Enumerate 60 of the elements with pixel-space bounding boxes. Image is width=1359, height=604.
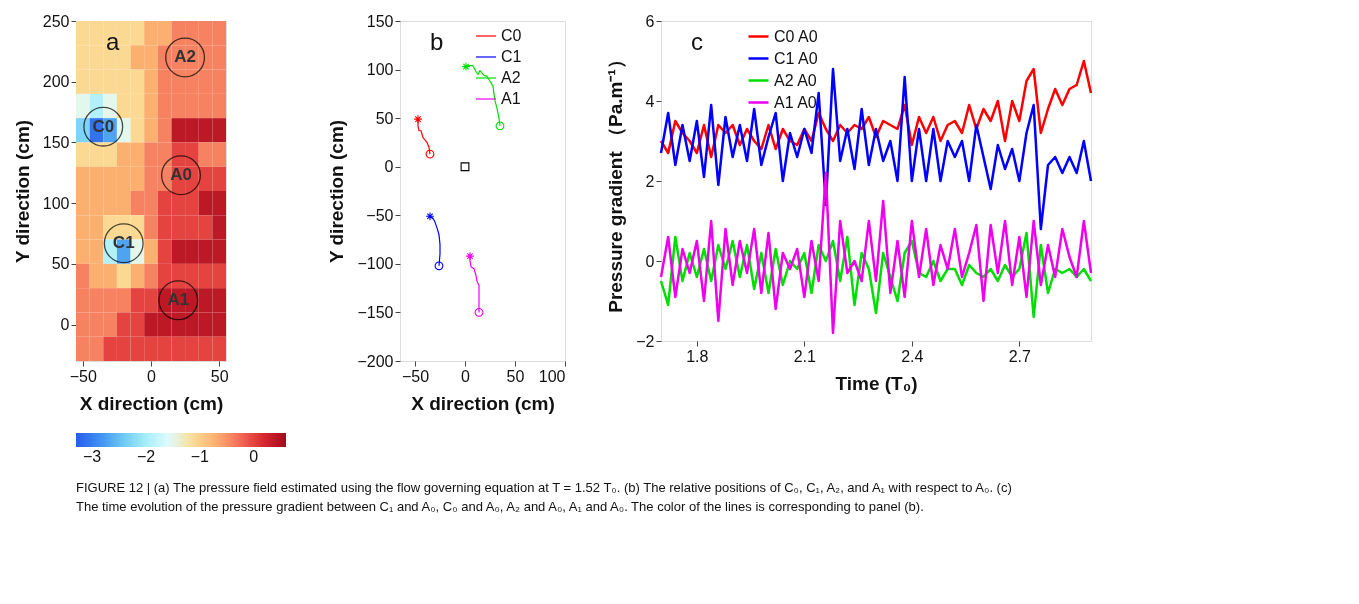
legend-label: A1 xyxy=(501,90,521,107)
y-tick-label: 250 xyxy=(42,12,70,30)
x-tick-label: 0 xyxy=(461,367,471,385)
line-series xyxy=(659,171,1093,335)
x-tick-label: 2.4 xyxy=(901,347,924,365)
y-tick-label: 6 xyxy=(645,12,655,30)
y-axis-title: Pressure gradient （Pa.m⁻¹） xyxy=(605,50,627,313)
x-tick-label: 2.1 xyxy=(793,347,817,365)
color-bar-label: −3 xyxy=(83,448,102,465)
y-tick-label: 2 xyxy=(645,172,655,190)
annotation: A1 xyxy=(167,290,190,310)
annotation: A0 xyxy=(170,165,192,185)
color-bar-label: 0 xyxy=(249,448,259,465)
legend-label: A2 A0 xyxy=(774,71,817,89)
x-tick-label: 2.7 xyxy=(1008,347,1032,365)
y-tick-label: 0 xyxy=(645,252,655,270)
y-tick-label: 0 xyxy=(384,158,394,176)
annotation: a xyxy=(106,28,120,55)
color-bar-label: −1 xyxy=(190,448,210,465)
y-tick-label: −50 xyxy=(366,206,394,224)
y-tick-label: 150 xyxy=(366,12,394,30)
annotation: A2 xyxy=(174,47,196,67)
line-series xyxy=(465,65,501,127)
y-tick-label: −200 xyxy=(357,352,394,370)
caption: FIGURE 12 | (a) The pressure field estimated using the flow governing equation at T = 1.52 T₀. (b) The relative positions of C₀, C₁, A₂, and A₁ with respect to A₀. (c) The time evolution of the pressure gradient between C₁ and A₀, C₀ and A₀, A₂ and A₀, A₁ and A₀. The color of the lines is corresponding to panel (b). xyxy=(76,480,1012,514)
legend-label: C1 xyxy=(501,48,522,65)
x-axis-title: X direction (cm) xyxy=(79,392,224,414)
y-tick-label: 100 xyxy=(366,61,394,79)
x-tick-label: 50 xyxy=(210,367,229,385)
legend-label: C0 xyxy=(501,27,522,44)
x-tick-label: −50 xyxy=(69,367,97,385)
y-axis-title: Y direction (cm) xyxy=(326,119,348,264)
y-axis-title: Y direction (cm) xyxy=(11,119,33,264)
legend-label: A2 xyxy=(501,69,521,86)
legend-label: C0 A0 xyxy=(774,27,818,45)
y-tick-label: 4 xyxy=(645,92,655,110)
y-tick-label: 0 xyxy=(60,316,70,334)
x-tick-label: 0 xyxy=(147,367,157,385)
line-series xyxy=(429,215,441,267)
legend-label: A1 A0 xyxy=(774,93,817,111)
y-tick-label: 50 xyxy=(375,109,394,127)
x-tick-label: 100 xyxy=(538,367,566,385)
annotation: C0 xyxy=(92,116,115,136)
y-tick-label: 150 xyxy=(42,133,70,151)
y-tick-label: 100 xyxy=(42,194,70,212)
x-axis-title: Time (T₀) xyxy=(835,372,918,394)
x-tick-label: 1.8 xyxy=(686,347,709,365)
line-series xyxy=(659,67,1093,231)
y-tick-label: −2 xyxy=(636,332,655,350)
legend-label: C1 A0 xyxy=(774,49,818,67)
y-tick-label: −100 xyxy=(357,255,394,273)
annotation: b xyxy=(430,28,444,55)
y-tick-label: −150 xyxy=(357,303,394,321)
y-tick-label: 200 xyxy=(42,73,70,91)
x-axis-title: X direction (cm) xyxy=(411,392,555,414)
x-tick-label: 50 xyxy=(506,367,525,385)
x-tick-label: −50 xyxy=(401,367,430,385)
color-bar-label: −2 xyxy=(136,448,156,465)
y-tick-label: 50 xyxy=(51,255,70,273)
annotation: c xyxy=(691,28,703,55)
